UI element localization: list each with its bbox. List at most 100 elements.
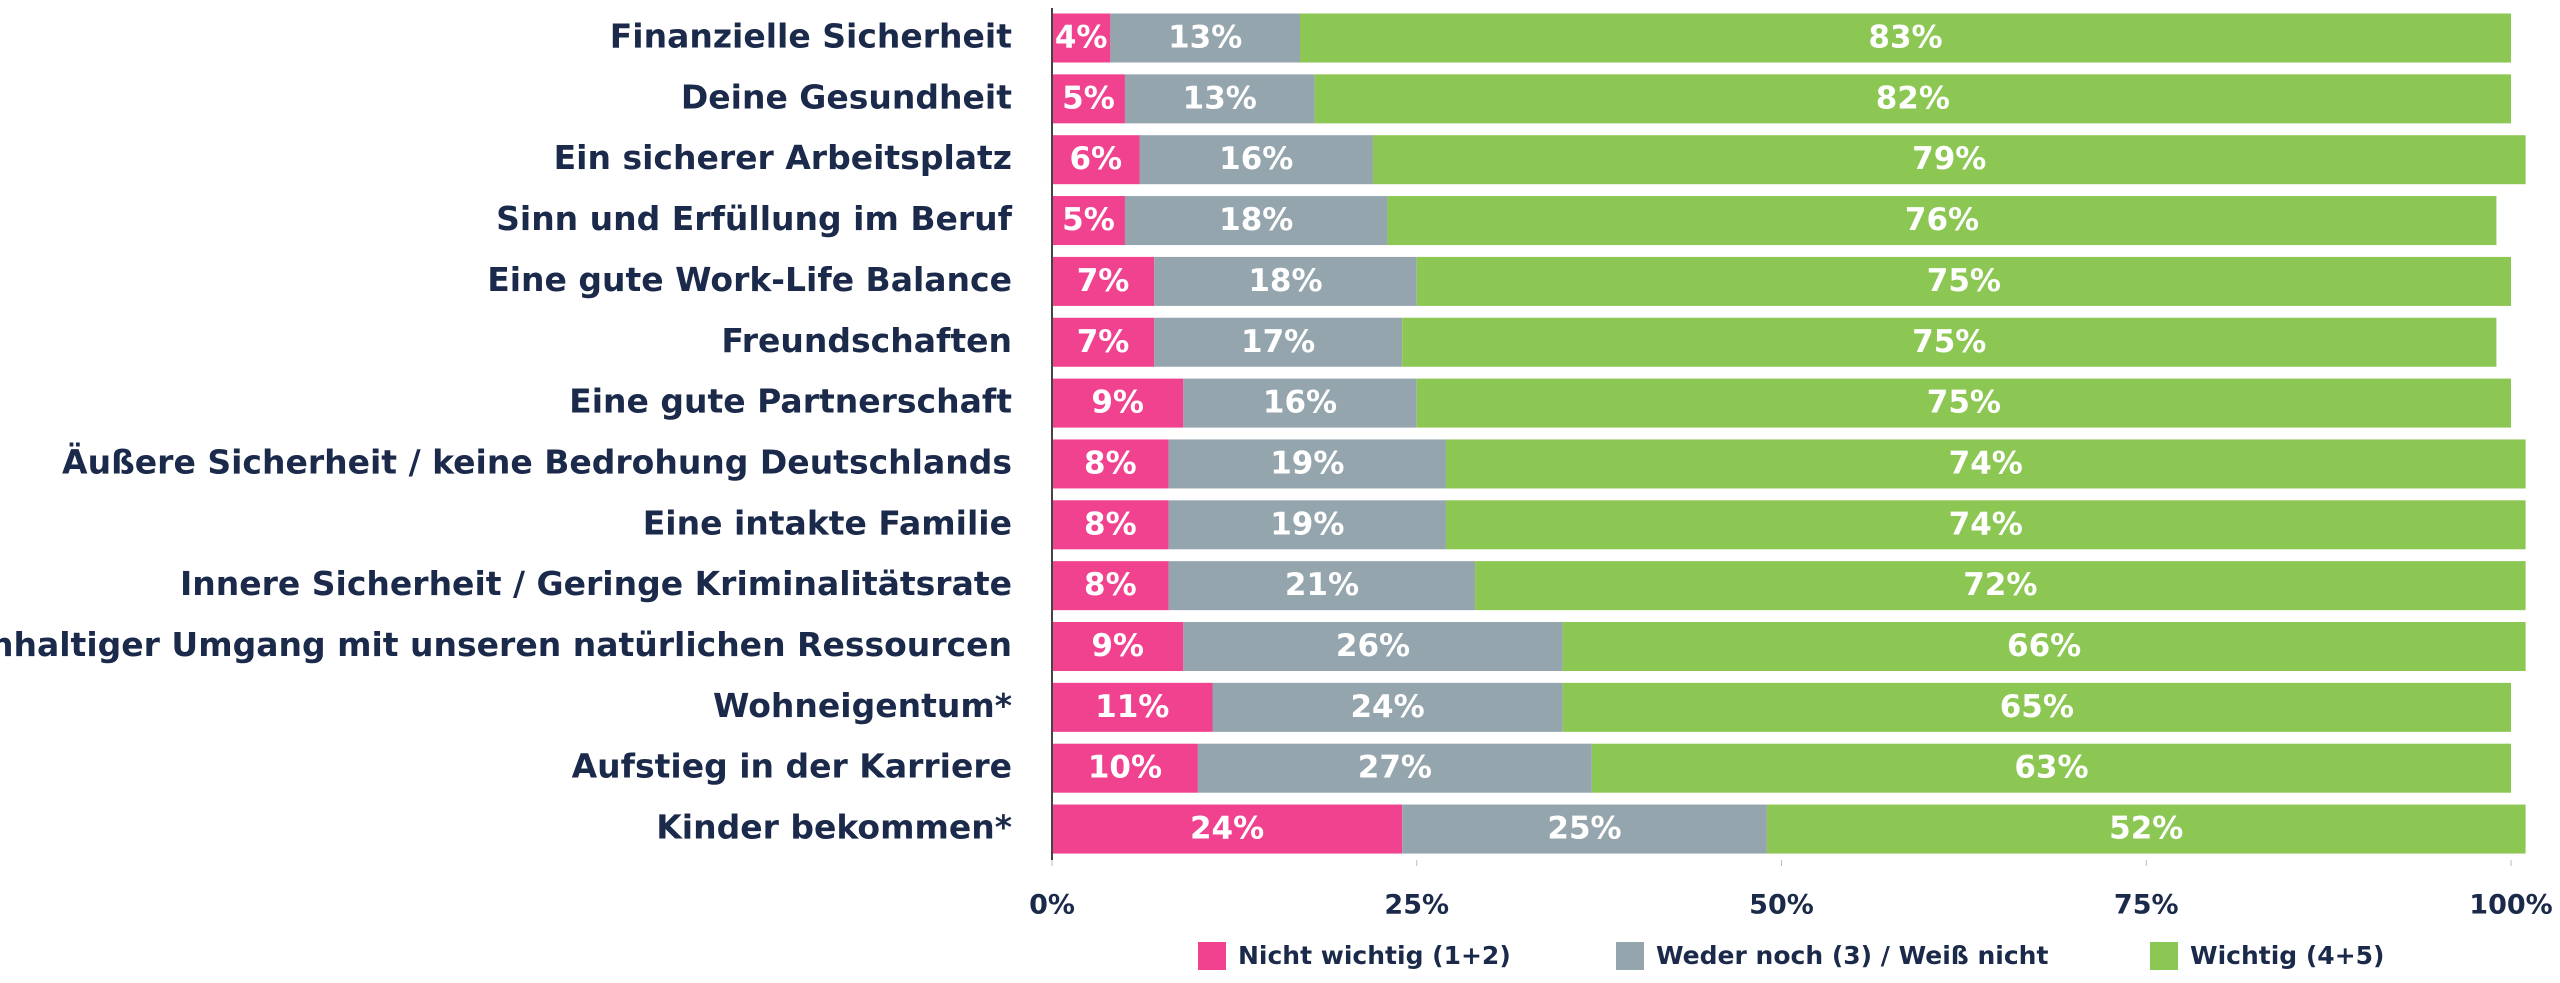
category-label: Innere Sicherheit / Geringe Kriminalität… (180, 564, 1012, 603)
legend-label: Wichtig (4+5) (2190, 941, 2384, 970)
data-label: 7% (1077, 324, 1130, 360)
data-label: 65% (2000, 689, 2074, 725)
data-label: 7% (1077, 263, 1130, 299)
data-label: 24% (1350, 689, 1424, 725)
data-label: 74% (1949, 445, 2023, 481)
x-tick-label: 50% (1749, 890, 1814, 921)
bar-segment (1168, 561, 1476, 611)
legend-label: Nicht wichtig (1+2) (1238, 941, 1511, 970)
x-tick-label: 75% (2114, 890, 2179, 921)
data-label: 10% (1088, 750, 1162, 786)
category-label: Finanzielle Sicherheit (610, 17, 1012, 56)
bar-segment (1052, 317, 1155, 367)
bar-segment (1212, 682, 1563, 732)
data-label: 82% (1876, 80, 1950, 116)
bar-segment (1052, 74, 1125, 124)
data-label: 18% (1248, 263, 1322, 299)
bar-segment (1124, 196, 1388, 246)
x-tick-label: 25% (1384, 890, 1449, 921)
data-label: 9% (1091, 385, 1144, 421)
bar-segment (1416, 256, 2511, 306)
bar-segment (1591, 743, 2511, 793)
category-label: Wohneigentum* (713, 686, 1012, 725)
bar-segment (1052, 196, 1125, 246)
data-label: 16% (1263, 385, 1337, 421)
bar-segment (1052, 622, 1184, 671)
data-label: 21% (1285, 567, 1359, 603)
bar-segment (1052, 439, 1169, 489)
bar-segment (1052, 135, 1140, 185)
bar-segment (1154, 256, 1417, 306)
data-label: 19% (1270, 506, 1344, 542)
legend-swatch (1198, 942, 1226, 970)
data-label: 25% (1547, 811, 1621, 847)
category-label: Kinder bekommen* (656, 808, 1012, 847)
category-label: Freundschaften (721, 321, 1012, 360)
legend-swatch (2150, 942, 2178, 970)
category-label: Ein sicherer Arbeitsplatz (554, 138, 1012, 177)
bar-segment (1445, 500, 2526, 550)
bar-segment (1052, 743, 1198, 793)
data-label: 4% (1055, 20, 1108, 56)
bar-segment (1416, 378, 2511, 428)
bar-segment (1139, 135, 1373, 185)
x-tick-label: 100% (2469, 890, 2552, 921)
bar-segment (1766, 804, 2526, 854)
legend-swatch (1616, 942, 1644, 970)
data-label: 75% (1912, 324, 1986, 360)
bar-segment (1052, 378, 1184, 428)
data-label: 5% (1062, 80, 1115, 116)
data-label: 18% (1219, 202, 1293, 238)
bar-segment (1168, 439, 1446, 489)
bar-segment (1110, 13, 1301, 63)
x-tick-label: 0% (1029, 890, 1075, 921)
data-label: 63% (2014, 750, 2088, 786)
bar-segment (1052, 561, 1169, 611)
data-label: 83% (1868, 20, 1942, 56)
data-label: 79% (1912, 141, 1986, 177)
category-label: Eine intakte Familie (643, 503, 1012, 542)
bar-segment (1197, 743, 1592, 793)
data-label: 24% (1190, 811, 1264, 847)
category-label: Deine Gesundheit (681, 77, 1012, 116)
data-label: 74% (1949, 506, 2023, 542)
data-label: 72% (1963, 567, 2037, 603)
bar-segment (1052, 804, 1403, 854)
data-label: 19% (1270, 445, 1344, 481)
category-label: Äußere Sicherheit / keine Bedrohung Deut… (62, 441, 1012, 481)
bar-segment (1154, 317, 1403, 367)
bar-segment (1300, 13, 2511, 63)
bar-segment (1562, 622, 2526, 671)
data-label: 13% (1168, 20, 1242, 56)
data-label: 6% (1069, 141, 1122, 177)
bar-segment (1183, 622, 1563, 671)
bar-segment (1183, 378, 1417, 428)
data-label: 5% (1062, 202, 1115, 238)
data-label: 26% (1336, 628, 1410, 664)
category-label: Sinn und Erfüllung im Beruf (496, 199, 1013, 238)
category-label: Aufstieg in der Karriere (572, 747, 1012, 786)
bar-segment (1445, 439, 2526, 489)
legend-label: Weder noch (3) / Weiß nicht (1656, 941, 2048, 970)
data-label: 8% (1084, 445, 1137, 481)
bar-segment (1052, 682, 1213, 732)
bar-segment (1168, 500, 1446, 550)
data-label: 66% (2007, 628, 2081, 664)
bar-segment (1402, 317, 2497, 367)
data-label: 9% (1091, 628, 1144, 664)
data-label: 52% (2109, 811, 2183, 847)
bar-segment (1387, 196, 2497, 246)
category-label: Nachhaltiger Umgang mit unseren natürlic… (0, 625, 1012, 664)
bar-segment (1052, 500, 1169, 550)
category-label: Eine gute Work-Life Balance (487, 260, 1012, 299)
data-label: 75% (1927, 263, 2001, 299)
data-label: 8% (1084, 567, 1137, 603)
data-label: 11% (1095, 689, 1169, 725)
bar-segment (1372, 135, 2526, 185)
bar-segment (1475, 561, 2526, 611)
data-label: 75% (1927, 385, 2001, 421)
bar-segment (1052, 256, 1155, 306)
bar-segment (1402, 804, 1767, 854)
category-label: Eine gute Partnerschaft (569, 382, 1012, 421)
